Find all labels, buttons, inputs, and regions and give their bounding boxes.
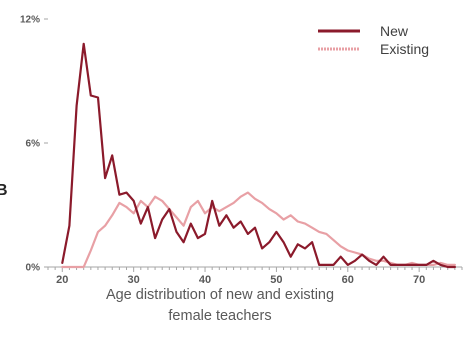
- y-tick-label-0: 0%: [26, 263, 41, 274]
- x-tick-label-60: 60: [342, 274, 354, 286]
- legend-label-existing: Existing: [380, 41, 429, 57]
- grid-layer: [44, 18, 48, 268]
- series-line-existing: [61, 191, 456, 269]
- x-tick-label-20: 20: [56, 274, 68, 286]
- panel-letter: B: [0, 182, 8, 199]
- x-tick-label-50: 50: [270, 274, 282, 286]
- caption-line-2: female teachers: [168, 308, 272, 324]
- y-tick-label-12: 12%: [20, 15, 40, 26]
- x-tick-label-40: 40: [199, 274, 211, 286]
- chart-caption: Age distribution of new and existing fem…: [60, 285, 380, 327]
- y-tick-label-6: 6%: [26, 139, 41, 150]
- axis-layer: 20 30 40 50 60 70 0% 6% 12%: [20, 15, 463, 286]
- legend-label-new: New: [380, 23, 409, 39]
- series-layer: [61, 42, 456, 269]
- caption-line-1: Age distribution of new and existing: [105, 287, 335, 303]
- x-tick-label-30: 30: [128, 274, 140, 286]
- series-line-new: [61, 42, 456, 269]
- x-tick-label-70: 70: [413, 274, 425, 286]
- legend: New Existing: [318, 23, 429, 57]
